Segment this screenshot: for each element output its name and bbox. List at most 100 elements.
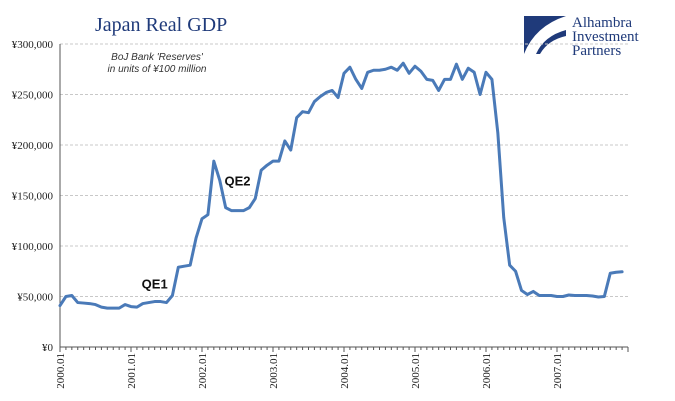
data-point (218, 179, 221, 182)
data-point (615, 271, 617, 274)
data-point (591, 295, 594, 297)
logo-mark-icon (524, 16, 566, 54)
data-point (437, 89, 440, 92)
y-tick-label: ¥200,000 (12, 140, 54, 152)
y-tick-label: ¥0 (42, 342, 54, 354)
data-point (254, 197, 257, 200)
data-point (71, 294, 73, 297)
data-point (538, 294, 541, 297)
y-axis-ticks: ¥0 ¥50,000 ¥100,000 ¥150,000 ¥200,000 ¥250,00… (12, 39, 54, 354)
data-point (301, 110, 304, 113)
data-point (502, 216, 505, 219)
data-point (59, 304, 61, 307)
data-point (603, 295, 606, 298)
data-point (556, 295, 558, 298)
data-point (100, 306, 103, 308)
annotation-qe1: QE1 (142, 276, 168, 291)
data-point (443, 78, 446, 81)
data-point (526, 293, 529, 296)
data-point (331, 89, 333, 92)
data-point (295, 116, 298, 119)
data-point (142, 302, 144, 305)
data-point (372, 69, 375, 72)
chart-subtitle-line-1: BoJ Bank 'Reserves' (111, 52, 204, 63)
data-point (147, 301, 150, 304)
data-point (195, 237, 197, 239)
y-tick-label: ¥150,000 (12, 191, 54, 203)
axes (59, 44, 629, 352)
data-point (449, 78, 452, 81)
data-point (402, 62, 404, 64)
data-point (260, 169, 262, 172)
data-point (236, 209, 239, 212)
data-point (520, 289, 523, 292)
logo-text-line-3: Partners (572, 43, 621, 59)
data-point (248, 206, 251, 209)
data-point (65, 295, 67, 298)
data-point (426, 78, 428, 81)
data-point (408, 72, 410, 75)
data-point (266, 164, 268, 166)
data-point (124, 303, 126, 306)
data-point (573, 294, 576, 297)
data-point (284, 140, 286, 142)
data-point (621, 270, 623, 273)
data-point (201, 217, 203, 220)
data-point (343, 72, 345, 75)
data-point (473, 71, 475, 74)
data-point (76, 301, 79, 304)
data-point (82, 302, 85, 304)
data-point (289, 149, 292, 151)
x-tick-label: 2006.01 (481, 353, 493, 389)
data-point (467, 67, 470, 70)
data-point (485, 71, 487, 74)
chart-subtitle-line-2: in units of ¥100 million (108, 64, 207, 75)
data-point (508, 264, 511, 266)
data-point (112, 307, 115, 309)
annotation-qe2: QE2 (224, 173, 250, 188)
data-point (378, 69, 381, 72)
data-point (420, 70, 422, 73)
data-point (532, 290, 535, 293)
logo-text-line-2: Investment (572, 29, 639, 45)
data-point (153, 300, 156, 303)
chart-title: Japan Real GDP (95, 14, 227, 36)
data-point (562, 295, 564, 298)
data-point (88, 302, 91, 305)
data-point (272, 160, 274, 162)
data-point (319, 95, 322, 98)
x-axis-ticks: 2000.01 2001.01 2002.01 2003.01 2004.01 2005.… (55, 353, 564, 389)
x-tick-label: 2005.01 (410, 353, 422, 389)
data-point (337, 96, 339, 99)
y-tick-label: ¥250,000 (12, 90, 54, 102)
x-tick-label: 2004.01 (339, 353, 351, 389)
data-point (349, 66, 351, 69)
data-point (224, 206, 227, 209)
y-tick-label: ¥100,000 (12, 241, 54, 253)
data-point (136, 306, 138, 308)
data-point (396, 69, 399, 72)
data-point (497, 132, 499, 134)
y-tick-label: ¥50,000 (17, 292, 53, 304)
annotations: QE1 QE2 (142, 173, 251, 291)
data-point (189, 264, 191, 266)
data-point (207, 213, 209, 216)
x-tick-label: 2000.01 (55, 353, 67, 389)
data-point (568, 294, 570, 296)
brand-logo: Alhambra Investment Partners (524, 15, 639, 59)
data-point (159, 300, 162, 303)
data-point (325, 91, 328, 94)
data-point (597, 296, 600, 298)
data-point (165, 301, 168, 304)
data-point (230, 209, 233, 212)
gridlines (60, 43, 628, 297)
series-line (58, 61, 624, 310)
data-point (544, 294, 546, 297)
data-point (384, 68, 387, 71)
data-point (609, 272, 612, 275)
data-point (183, 265, 186, 268)
y-tick-label: ¥300,000 (12, 39, 54, 51)
data-point (130, 305, 132, 308)
data-point (213, 160, 215, 162)
